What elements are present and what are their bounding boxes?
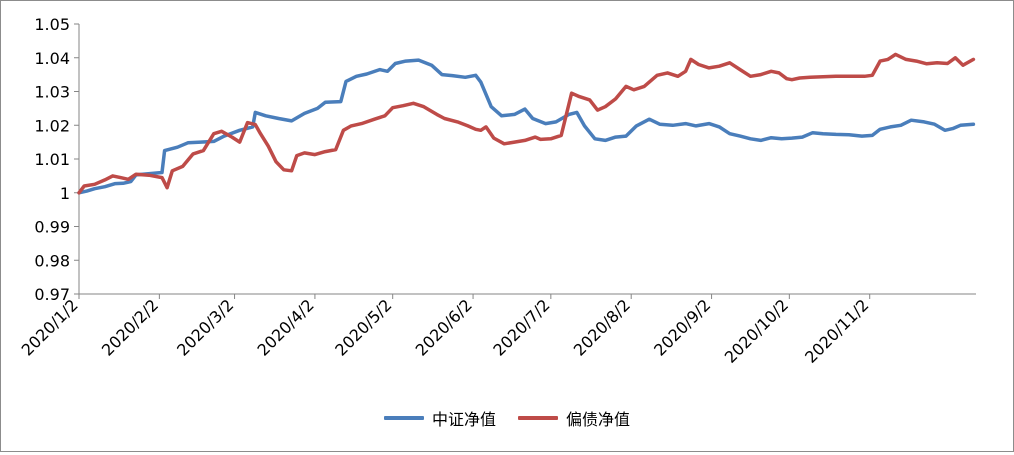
y-tick-label: 1.03 — [34, 83, 70, 102]
legend-swatch-bond — [518, 416, 558, 420]
y-tick-label: 1.02 — [34, 116, 70, 135]
legend-swatch-csi — [383, 416, 424, 420]
series-line-csi — [77, 58, 976, 195]
x-tick-label: 2020/8/2 — [570, 295, 634, 359]
x-tick-label: 2020/6/2 — [412, 295, 476, 359]
y-tick-labels: 0.97 0.98 0.99 1 1.01 1.02 1.03 1.04 1.05 — [34, 15, 70, 304]
x-tick-label: 2020/2/2 — [98, 295, 162, 359]
y-tick-label: 0.98 — [34, 251, 70, 270]
x-tick-label: 2020/10/2 — [721, 295, 792, 366]
y-tick-label: 1 — [60, 184, 70, 203]
y-tick-label: 1.01 — [34, 150, 70, 169]
x-tick-label: 2020/9/2 — [650, 295, 714, 359]
legend-item-csi[interactable]: 中证净值 — [383, 406, 496, 430]
y-tick-label: 1.04 — [34, 49, 70, 68]
x-tick-label: 2020/3/2 — [173, 295, 237, 359]
x-tick-labels: 2020/1/2 2020/2/2 2020/3/2 2020/4/2 2020/5/2… — [18, 295, 873, 366]
y-tick-label: 0.97 — [34, 285, 70, 304]
x-tick-label: 2020/11/2 — [801, 295, 872, 366]
y-tick-label: 0.99 — [34, 218, 70, 237]
x-tick-label: 2020/5/2 — [331, 295, 395, 359]
legend-item-bond[interactable]: 偏债净值 — [518, 406, 630, 430]
legend: 中证净值 偏债净值 — [0, 406, 1014, 430]
axes — [74, 23, 976, 299]
series-lines — [77, 52, 976, 195]
y-tick-label: 1.05 — [34, 15, 70, 34]
x-tick-label: 2020/4/2 — [253, 295, 317, 359]
series-line-bond — [77, 52, 976, 195]
legend-label-bond: 偏债净值 — [566, 410, 631, 429]
x-tick-label: 2020/7/2 — [489, 295, 553, 359]
legend-label-csi: 中证净值 — [431, 410, 496, 429]
x-tick-label: 2020/1/2 — [18, 295, 82, 359]
